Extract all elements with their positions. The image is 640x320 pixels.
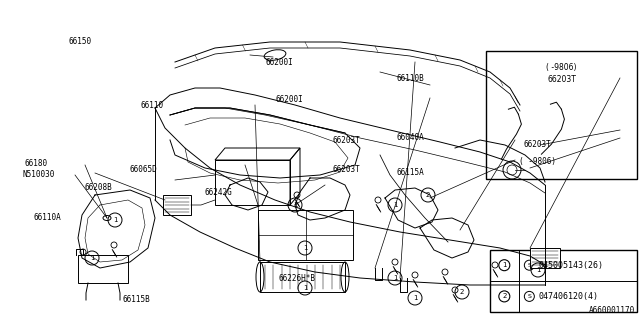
FancyBboxPatch shape	[258, 210, 353, 260]
Text: 047406120(4): 047406120(4)	[538, 292, 598, 301]
Text: 66110A: 66110A	[33, 213, 61, 222]
Text: 1: 1	[502, 262, 507, 268]
Text: 2: 2	[460, 289, 464, 295]
Text: 66110B: 66110B	[397, 74, 424, 83]
Text: 1: 1	[536, 267, 540, 273]
FancyBboxPatch shape	[78, 255, 128, 283]
Text: ( -9806): ( -9806)	[519, 157, 556, 166]
Text: 1: 1	[393, 202, 397, 208]
Text: 66065D: 66065D	[129, 165, 157, 174]
Text: 1: 1	[90, 255, 94, 261]
Text: 2: 2	[502, 293, 506, 300]
Text: S: S	[527, 294, 531, 299]
Text: N510030: N510030	[22, 170, 54, 179]
Text: 66203T: 66203T	[547, 75, 576, 84]
Text: 1: 1	[303, 285, 307, 291]
Text: 045005143(26): 045005143(26)	[538, 261, 603, 270]
Text: 1: 1	[393, 275, 397, 281]
Text: 66226H*B: 66226H*B	[278, 274, 316, 283]
Text: 66242G: 66242G	[205, 188, 232, 196]
Text: 66203T: 66203T	[333, 136, 360, 145]
Text: 1: 1	[292, 202, 297, 208]
Text: 2: 2	[426, 192, 430, 198]
FancyBboxPatch shape	[260, 262, 345, 292]
Text: 66150: 66150	[68, 37, 92, 46]
Text: 1: 1	[413, 295, 417, 301]
FancyBboxPatch shape	[163, 195, 191, 215]
Text: ( -9806): ( -9806)	[547, 63, 577, 72]
Text: 1: 1	[113, 217, 117, 223]
FancyBboxPatch shape	[530, 248, 560, 268]
Text: 66180: 66180	[25, 159, 48, 168]
Text: 66110: 66110	[140, 101, 163, 110]
Bar	[486, 51, 637, 179]
Bar	[490, 250, 637, 312]
Text: 66208B: 66208B	[84, 183, 112, 192]
Text: 66203T: 66203T	[333, 165, 360, 174]
Text: 1: 1	[303, 245, 307, 251]
Text: 66115A: 66115A	[397, 168, 424, 177]
Text: 66203T: 66203T	[524, 140, 552, 148]
Text: 66200I: 66200I	[266, 58, 293, 67]
Text: S: S	[527, 263, 531, 268]
Text: A660001170: A660001170	[589, 306, 635, 315]
Text: 66200I: 66200I	[275, 95, 303, 104]
FancyBboxPatch shape	[215, 160, 290, 205]
Text: 66040A: 66040A	[397, 133, 424, 142]
Text: 66115B: 66115B	[123, 295, 150, 304]
